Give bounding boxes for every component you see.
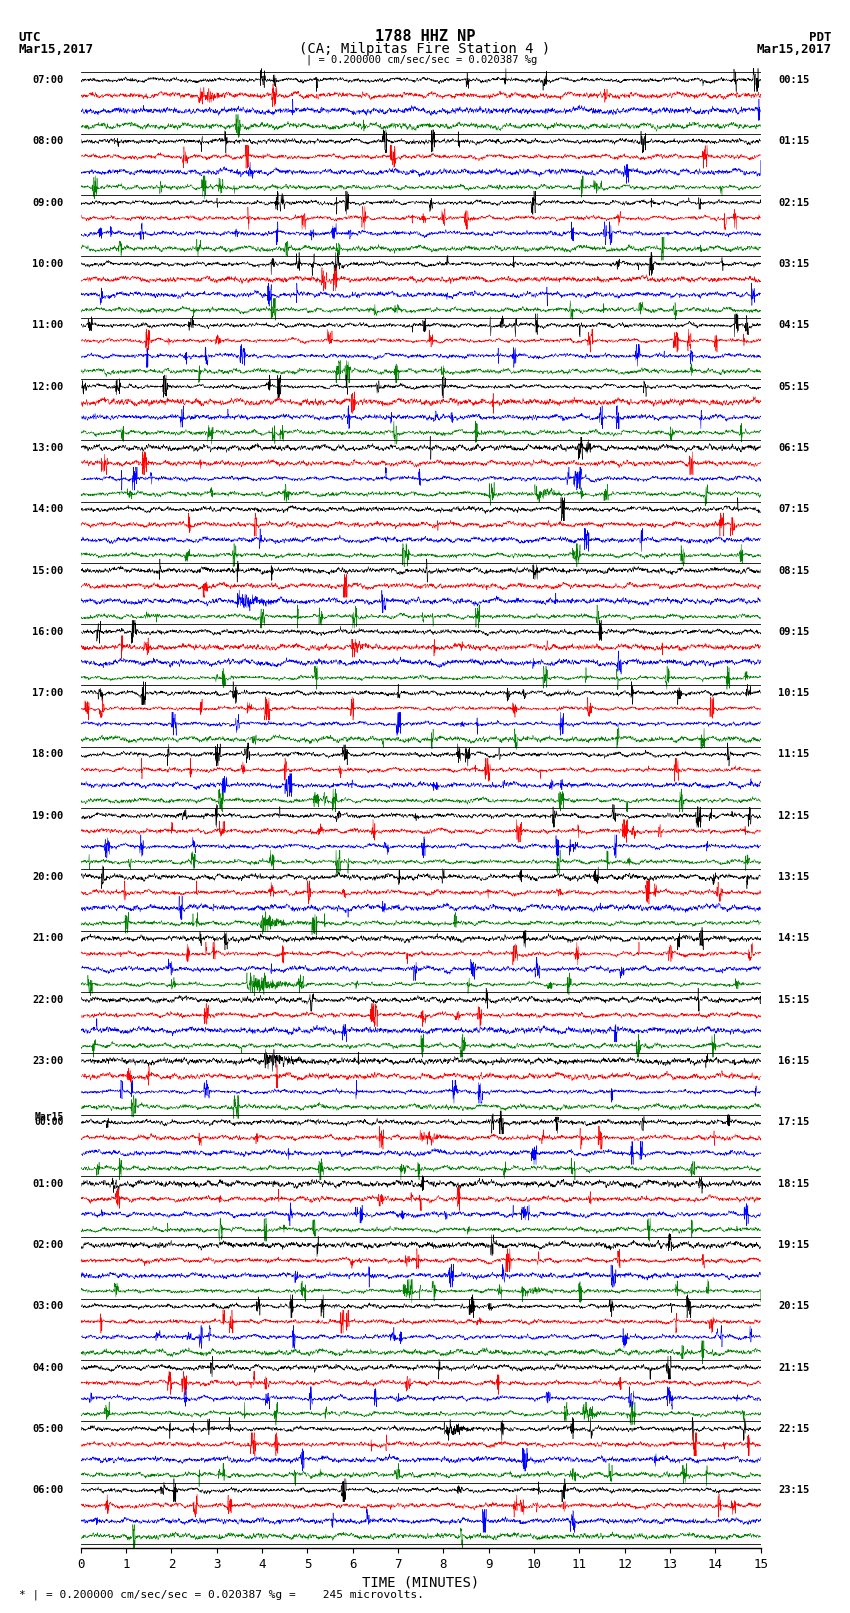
Text: 10:00: 10:00 xyxy=(32,260,64,269)
Text: 10:15: 10:15 xyxy=(778,689,809,698)
Text: 17:15: 17:15 xyxy=(778,1118,809,1127)
X-axis label: TIME (MINUTES): TIME (MINUTES) xyxy=(362,1576,479,1589)
Text: 07:00: 07:00 xyxy=(32,76,64,85)
Text: 19:00: 19:00 xyxy=(32,811,64,821)
Text: 11:00: 11:00 xyxy=(32,321,64,331)
Text: 02:00: 02:00 xyxy=(32,1240,64,1250)
Text: 13:15: 13:15 xyxy=(778,873,809,882)
Text: 15:15: 15:15 xyxy=(778,995,809,1005)
Text: 19:15: 19:15 xyxy=(778,1240,809,1250)
Text: 12:15: 12:15 xyxy=(778,811,809,821)
Text: 16:00: 16:00 xyxy=(32,627,64,637)
Text: 22:15: 22:15 xyxy=(778,1424,809,1434)
Text: 20:15: 20:15 xyxy=(778,1302,809,1311)
Text: * | = 0.200000 cm/sec/sec = 0.020387 %g =    245 microvolts.: * | = 0.200000 cm/sec/sec = 0.020387 %g … xyxy=(19,1589,423,1600)
Text: 03:15: 03:15 xyxy=(778,260,809,269)
Text: 21:15: 21:15 xyxy=(778,1363,809,1373)
Text: 05:15: 05:15 xyxy=(778,382,809,392)
Text: 17:00: 17:00 xyxy=(32,689,64,698)
Text: 23:00: 23:00 xyxy=(32,1057,64,1066)
Text: 1788 HHZ NP: 1788 HHZ NP xyxy=(375,29,475,44)
Text: 22:00: 22:00 xyxy=(32,995,64,1005)
Text: 13:00: 13:00 xyxy=(32,444,64,453)
Text: (CA; Milpitas Fire Station 4 ): (CA; Milpitas Fire Station 4 ) xyxy=(299,42,551,56)
Text: 04:00: 04:00 xyxy=(32,1363,64,1373)
Text: 09:15: 09:15 xyxy=(778,627,809,637)
Text: PDT: PDT xyxy=(809,31,831,44)
Text: 02:15: 02:15 xyxy=(778,198,809,208)
Text: 00:00: 00:00 xyxy=(34,1118,64,1127)
Text: 00:15: 00:15 xyxy=(778,76,809,85)
Text: 11:15: 11:15 xyxy=(778,750,809,760)
Text: 06:00: 06:00 xyxy=(32,1486,64,1495)
Text: 06:15: 06:15 xyxy=(778,444,809,453)
Text: 05:00: 05:00 xyxy=(32,1424,64,1434)
Text: 18:00: 18:00 xyxy=(32,750,64,760)
Text: 08:00: 08:00 xyxy=(32,137,64,147)
Text: 14:15: 14:15 xyxy=(778,934,809,944)
Text: 16:15: 16:15 xyxy=(778,1057,809,1066)
Text: 15:00: 15:00 xyxy=(32,566,64,576)
Text: 08:15: 08:15 xyxy=(778,566,809,576)
Text: 23:15: 23:15 xyxy=(778,1486,809,1495)
Text: | = 0.200000 cm/sec/sec = 0.020387 %g: | = 0.200000 cm/sec/sec = 0.020387 %g xyxy=(306,53,537,65)
Text: 07:15: 07:15 xyxy=(778,505,809,515)
Text: 12:00: 12:00 xyxy=(32,382,64,392)
Text: Mar15,2017: Mar15,2017 xyxy=(756,44,831,56)
Text: 18:15: 18:15 xyxy=(778,1179,809,1189)
Text: 04:15: 04:15 xyxy=(778,321,809,331)
Text: 09:00: 09:00 xyxy=(32,198,64,208)
Text: 20:00: 20:00 xyxy=(32,873,64,882)
Text: Mar15,2017: Mar15,2017 xyxy=(19,44,94,56)
Text: 03:00: 03:00 xyxy=(32,1302,64,1311)
Text: 01:00: 01:00 xyxy=(32,1179,64,1189)
Text: Mar15: Mar15 xyxy=(34,1111,64,1123)
Text: 14:00: 14:00 xyxy=(32,505,64,515)
Text: UTC: UTC xyxy=(19,31,41,44)
Text: 21:00: 21:00 xyxy=(32,934,64,944)
Text: 01:15: 01:15 xyxy=(778,137,809,147)
